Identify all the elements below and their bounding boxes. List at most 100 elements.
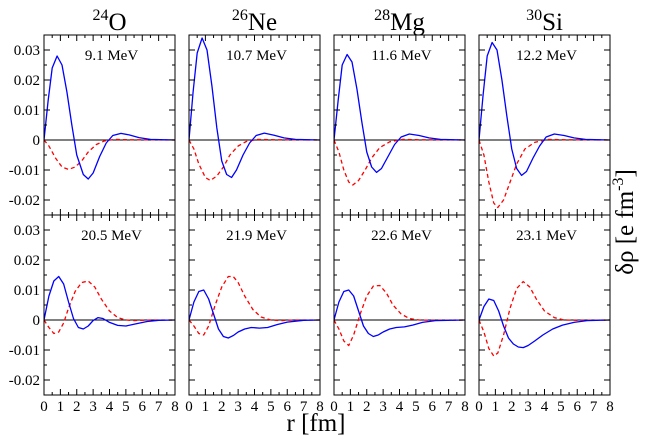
nucleus-mass-0: 24 xyxy=(92,7,108,24)
solid-curve xyxy=(479,298,610,349)
x-tick-label: 7 xyxy=(590,399,598,415)
x-tick-label: 4 xyxy=(396,399,404,415)
x-tick-label: 4 xyxy=(106,399,114,415)
x-tick-label: 1 xyxy=(492,399,500,415)
energy-label: 10.7 MeV xyxy=(226,48,287,64)
solid-curve xyxy=(479,41,610,177)
solid-curve xyxy=(189,37,320,179)
nucleus-title-3: 30Si xyxy=(526,7,563,36)
x-tick-label: 7 xyxy=(445,399,453,415)
x-tick-label: 8 xyxy=(606,399,614,415)
x-tick-label: 4 xyxy=(251,399,259,415)
dashed-curve xyxy=(44,138,175,171)
y-tick-label: -0.02 xyxy=(9,193,40,209)
y-axis-label-main: δρ [e fm xyxy=(612,190,639,275)
solid-curve xyxy=(44,275,175,330)
panel-5: 0 1 2 3 4 5 6 7 8 21.9 MeV xyxy=(185,214,324,415)
nucleus-symbol-2: Mg xyxy=(390,9,425,36)
x-tick-label: 5 xyxy=(412,399,420,415)
x-tick-label: 2 xyxy=(218,399,226,415)
x-tick-label: 2 xyxy=(508,399,516,415)
x-tick-label: 7 xyxy=(155,399,163,415)
x-tick-label: 5 xyxy=(122,399,130,415)
dashed-curve xyxy=(479,138,610,209)
y-tick-label: 0 xyxy=(33,313,41,329)
energy-label: 20.5 MeV xyxy=(81,228,142,244)
x-tick-label: 6 xyxy=(429,399,437,415)
nucleus-symbol-3: Si xyxy=(542,9,563,36)
nucleus-title-2: 28Mg xyxy=(374,7,425,36)
nucleus-symbol-1: Ne xyxy=(248,9,277,36)
panel-6: 0 1 2 3 4 5 6 7 8 22.6 MeV xyxy=(330,214,469,415)
y-tick-label: 0.01 xyxy=(14,103,40,119)
x-tick-label: 0 xyxy=(475,399,483,415)
energy-label: 9.1 MeV xyxy=(85,48,138,64)
dashed-curve xyxy=(44,280,175,335)
panel-2: 11.6 MeV xyxy=(333,34,466,216)
x-tick-label: 3 xyxy=(379,399,387,415)
x-tick-label: 1 xyxy=(347,399,355,415)
solid-curve xyxy=(44,55,175,180)
x-tick-label: 5 xyxy=(557,399,565,415)
nucleus-mass-1: 26 xyxy=(232,7,248,24)
y-tick-label: -0.01 xyxy=(9,343,40,359)
dashed-curve xyxy=(189,275,320,336)
x-tick-label: 2 xyxy=(73,399,81,415)
x-tick-label: 4 xyxy=(541,399,549,415)
solid-curve xyxy=(334,53,465,174)
y-tick-label: 0.03 xyxy=(14,223,40,239)
nucleus-mass-3: 30 xyxy=(526,7,542,24)
x-tick-label: 1 xyxy=(202,399,210,415)
y-tick-label: 0.01 xyxy=(14,283,40,299)
y-axis-label-exponent: -3 xyxy=(610,178,627,191)
nucleus-mass-2: 28 xyxy=(374,7,390,24)
x-tick-label: 8 xyxy=(171,399,179,415)
energy-label: 23.1 MeV xyxy=(516,228,577,244)
solid-curve xyxy=(334,289,465,338)
y-tick-label: 0 xyxy=(33,133,41,149)
y-tick-label: 0.02 xyxy=(14,73,40,89)
energy-label: 12.2 MeV xyxy=(516,48,577,64)
nucleus-title-0: 24O xyxy=(92,7,126,36)
dashed-curve xyxy=(189,138,320,182)
y-tick-label: -0.02 xyxy=(9,373,40,389)
x-tick-label: 2 xyxy=(363,399,371,415)
nucleus-titles: 24O 26Ne 28Mg 30Si xyxy=(92,7,563,36)
x-axis-label: r [fm] xyxy=(287,410,346,436)
x-tick-label: 0 xyxy=(330,399,338,415)
y-axis-label: δρ [e fm-3] xyxy=(610,169,639,275)
x-tick-label: 6 xyxy=(284,399,292,415)
x-tick-label: 1 xyxy=(57,399,65,415)
x-tick-label: 8 xyxy=(316,399,324,415)
x-tick-label: 3 xyxy=(524,399,532,415)
x-tick-label: 8 xyxy=(461,399,469,415)
x-tick-label: 3 xyxy=(234,399,242,415)
x-tick-label: 6 xyxy=(574,399,582,415)
nucleus-title-1: 26Ne xyxy=(232,7,277,36)
x-tick-label: 6 xyxy=(139,399,147,415)
y-tick-label: 0.03 xyxy=(14,43,40,59)
solid-curve xyxy=(189,289,320,339)
energy-label: 11.6 MeV xyxy=(371,48,431,64)
y-axis-label-close: ] xyxy=(612,169,639,177)
panel-3: 12.2 MeV xyxy=(478,34,611,216)
x-tick-label: 3 xyxy=(89,399,97,415)
x-tick-label: 5 xyxy=(267,399,275,415)
panel-1: 10.7 MeV xyxy=(188,34,321,216)
energy-label: 21.9 MeV xyxy=(226,228,287,244)
dashed-curve xyxy=(479,280,610,357)
nucleus-symbol-0: O xyxy=(108,9,126,36)
x-tick-label: 7 xyxy=(300,399,308,415)
dashed-curve xyxy=(334,138,465,186)
x-tick-label: 0 xyxy=(185,399,193,415)
energy-label: 22.6 MeV xyxy=(371,228,432,244)
dashed-curve xyxy=(334,284,465,347)
y-tick-label: -0.01 xyxy=(9,163,40,179)
x-tick-label: 0 xyxy=(40,399,48,415)
panel-7: 0 1 2 3 4 5 6 7 8 23.1 MeV xyxy=(475,214,614,415)
panel-0: -0.02 -0.01 0 0.01 0.02 0.03 9.1 MeV xyxy=(9,34,176,216)
y-tick-label: 0.02 xyxy=(14,253,40,269)
